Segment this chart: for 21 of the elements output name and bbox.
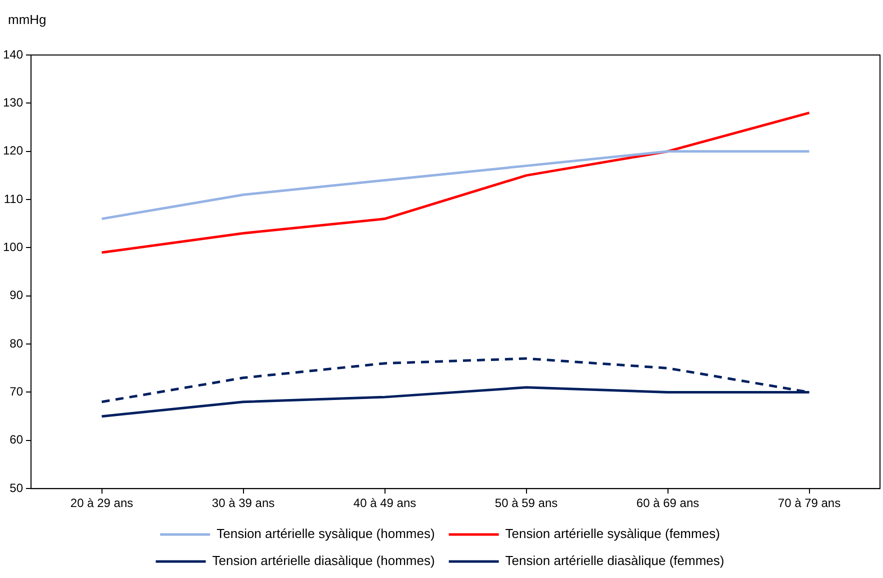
legend-label: Tension artérielle diasàlique (hommes) <box>212 553 435 568</box>
y-tick-label: 110 <box>4 192 24 206</box>
x-tick-label: 20 à 29 ans <box>70 496 134 510</box>
y-tick-label: 120 <box>2 144 24 158</box>
legend-label: Tension artérielle diasàlique (femmes) <box>505 553 724 568</box>
y-tick-label: 60 <box>10 432 24 447</box>
x-tick-label: 30 à 39 ans <box>212 496 275 510</box>
x-tick-label: 60 à 69 ans <box>636 496 700 510</box>
y-tick-label: 50 <box>10 480 24 495</box>
legend-label: Tension artérielle sysàlique (hommes) <box>216 526 435 542</box>
y-tick-label: 90 <box>10 288 24 302</box>
x-tick-label: 50 à 59 ans <box>494 496 558 510</box>
x-tick-label: 40 à 49 ans <box>353 496 416 510</box>
y-tick-label: 70 <box>10 384 24 399</box>
y-tick-label: 140 <box>2 47 24 62</box>
y-axis-title: mmHg <box>8 12 46 28</box>
y-tick-label: 80 <box>10 336 24 350</box>
legend-label: Tension artérielle sysàlique (femmes) <box>505 526 720 542</box>
y-tick-label: 130 <box>2 95 24 110</box>
y-tick-label: 100 <box>2 240 24 254</box>
x-tick-label: 70 à 79 ans <box>778 496 841 510</box>
